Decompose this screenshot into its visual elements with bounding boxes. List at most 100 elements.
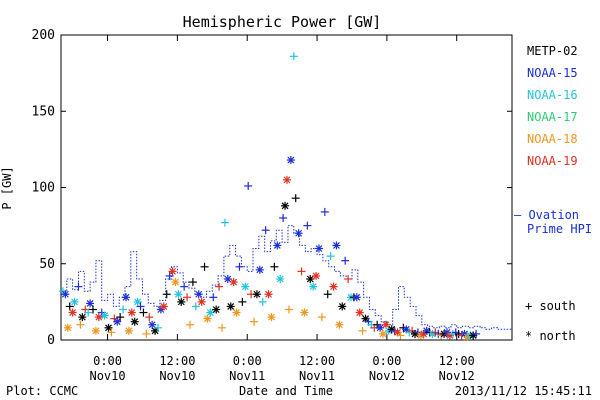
x-tick-date-label: Nov12 xyxy=(439,369,475,383)
north-marker xyxy=(286,156,295,165)
marker-stroke xyxy=(125,327,133,335)
marker-stroke xyxy=(315,245,323,252)
chart-title: Hemispheric Power [GW] xyxy=(183,13,382,31)
marker-stroke xyxy=(335,321,343,329)
north-marker xyxy=(282,175,291,184)
north-marker xyxy=(241,282,250,291)
south-marker xyxy=(320,207,329,216)
south-marker xyxy=(238,297,247,306)
south-marker xyxy=(344,275,353,283)
north-marker xyxy=(281,201,290,210)
south-marker xyxy=(261,226,270,235)
north-marker xyxy=(127,308,136,317)
south-marker xyxy=(142,329,151,338)
legend-noaa-19: NOAA-19 xyxy=(527,154,578,168)
south-marker xyxy=(165,271,174,280)
marker-stroke xyxy=(283,176,291,184)
north-marker xyxy=(332,241,341,250)
south-marker xyxy=(303,221,312,230)
marker-stroke xyxy=(394,328,401,336)
marker-stroke xyxy=(362,315,369,323)
marker-stroke xyxy=(276,275,284,283)
north-marker xyxy=(70,297,79,306)
ovation-hpi-line xyxy=(61,225,512,330)
north-marker xyxy=(387,325,396,334)
south-marker xyxy=(185,320,194,329)
marker-stroke xyxy=(174,290,182,298)
north-marker xyxy=(104,323,113,332)
marker-stroke xyxy=(206,309,214,316)
marker-stroke xyxy=(301,309,308,316)
south-marker xyxy=(396,331,405,340)
marker-stroke xyxy=(356,309,364,316)
south-marker xyxy=(209,293,218,302)
marker-stroke xyxy=(256,266,264,274)
marker-stroke xyxy=(330,283,337,291)
legend-metp-02: METP-02 xyxy=(527,44,578,58)
north-marker xyxy=(306,275,315,283)
marker-stroke xyxy=(281,202,289,210)
south-marker xyxy=(65,302,74,311)
y-tick-label: 100 xyxy=(32,181,55,196)
marker-stroke xyxy=(78,313,86,321)
north-marker xyxy=(206,308,215,317)
x-tick-label: 0:00 xyxy=(372,354,401,368)
north-marker xyxy=(133,297,142,306)
south-marker xyxy=(188,278,197,287)
legend-noaa-17: NOAA-17 xyxy=(527,110,578,124)
marker-stroke xyxy=(287,156,295,164)
marker-stroke xyxy=(376,324,384,332)
south-marker xyxy=(162,290,171,299)
north-marker xyxy=(381,320,390,329)
y-tick-label: 50 xyxy=(39,257,55,272)
marker-stroke xyxy=(423,327,431,335)
south-marker xyxy=(220,218,229,227)
south-marker xyxy=(341,256,350,265)
legend-noaa-15: NOAA-15 xyxy=(527,66,578,80)
marker-stroke xyxy=(128,309,136,316)
marker-stroke xyxy=(86,299,94,307)
x-tick-date-label: Nov11 xyxy=(299,369,335,383)
x-tick-label: 0:00 xyxy=(93,354,122,368)
marker-stroke xyxy=(241,283,249,291)
south-marker xyxy=(270,262,279,271)
north-marker xyxy=(267,313,276,322)
x-tick-label: 12:00 xyxy=(159,354,195,368)
north-marker xyxy=(226,302,235,311)
y-tick-label: 0 xyxy=(47,333,55,348)
north-marker xyxy=(276,275,285,283)
north-marker xyxy=(229,278,238,287)
north-marker xyxy=(63,323,72,332)
south-marker xyxy=(119,305,128,314)
north-marker xyxy=(294,229,303,238)
marker-stroke xyxy=(198,298,206,306)
south-marker xyxy=(317,313,326,322)
south-marker xyxy=(107,328,116,337)
south-marker xyxy=(139,308,148,317)
marker-stroke xyxy=(388,325,396,333)
south-marker xyxy=(289,52,298,61)
south-marker xyxy=(145,313,154,322)
marker-stroke xyxy=(379,330,387,338)
north-marker xyxy=(232,308,241,317)
north-marker xyxy=(100,311,109,320)
marker-stroke xyxy=(309,283,317,291)
marker-stroke xyxy=(227,303,235,310)
marker-stroke xyxy=(382,321,390,329)
marker-stroke xyxy=(295,229,303,237)
x-tick-label: 0:00 xyxy=(233,354,262,368)
south-marker xyxy=(279,214,288,222)
north-marker xyxy=(91,326,100,335)
legend: METP-02 NOAA-15 NOAA-16 NOAA-17 NOAA-18 NOAA-… xyxy=(514,44,592,343)
marker-stroke xyxy=(268,313,275,321)
south-marker xyxy=(200,262,209,271)
south-marker xyxy=(215,282,224,291)
marker-stroke xyxy=(253,290,261,298)
north-marker xyxy=(335,320,344,329)
marker-stroke xyxy=(265,290,272,298)
south-marker xyxy=(297,267,306,276)
marker-stroke xyxy=(204,315,211,323)
south-marker xyxy=(84,308,93,317)
marker-stroke xyxy=(177,298,185,306)
